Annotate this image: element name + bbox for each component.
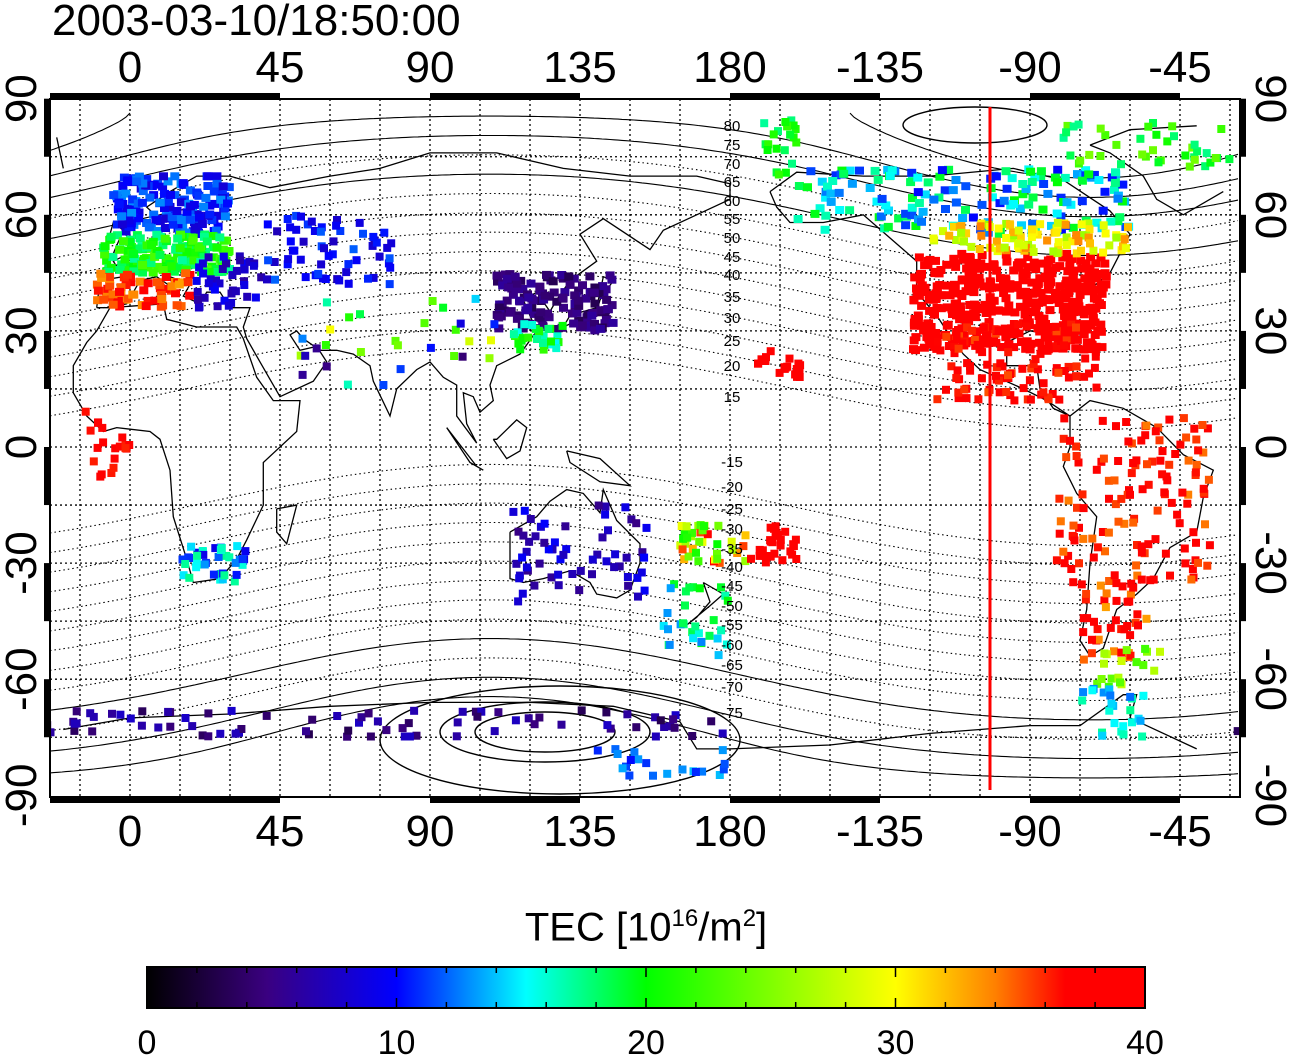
contour-label: -60 (721, 637, 743, 654)
top-lon-label: 0 (118, 43, 142, 92)
colorbar-tick-label: 20 (627, 1024, 665, 1057)
bottom-lon-label: 45 (256, 807, 305, 856)
right-lat-label: -90 (1246, 764, 1292, 828)
top-lon-label: 45 (256, 43, 305, 92)
magnetic-latitude-contours (50, 106, 1239, 795)
contour-label: 70 (724, 156, 741, 173)
contour-label: 50 (724, 230, 741, 247)
top-lon-label: -90 (998, 43, 1062, 92)
contour-label: 80 (724, 118, 741, 135)
right-lat-label: 60 (1246, 190, 1292, 239)
contour-label: 75 (724, 137, 741, 154)
contour-label: 25 (724, 333, 741, 350)
right-lat-label: 0 (1246, 435, 1292, 459)
map-title: 2003-03-10/18:50:00 (52, 0, 461, 45)
top-lon-label: 180 (693, 43, 766, 92)
right-lat-label: 30 (1246, 306, 1292, 355)
colorbar-tick-label: 40 (1126, 1024, 1164, 1057)
contour-label: -35 (721, 541, 743, 558)
left-lat-label: 30 (0, 306, 46, 355)
colorbar-tick-label: 30 (877, 1024, 915, 1057)
bottom-lon-label: -135 (836, 807, 924, 856)
contour-label: -20 (721, 479, 743, 496)
right-lat-label: -30 (1246, 531, 1292, 595)
colorbar: 0 10 20 30 40 (138, 966, 1164, 1057)
left-lat-label: -60 (0, 647, 46, 711)
bottom-lon-label: 135 (543, 807, 616, 856)
axis-labels: 0 45 90 135 180 -135 -90 -450 45 90 135 180 -135 -90-… (0, 43, 1292, 856)
top-lon-label: 90 (406, 43, 455, 92)
colorbar-tick-label: 10 (378, 1024, 416, 1057)
contour-label: -45 (721, 578, 743, 595)
bottom-lon-label: 0 (118, 807, 142, 856)
contour-label: 40 (724, 267, 741, 284)
contour-labels: 8075706560555045403530252015-15-20-25-30… (721, 118, 743, 722)
contour-label: -50 (721, 598, 743, 615)
contour-label: -40 (721, 559, 743, 576)
contour-label: 60 (724, 193, 741, 210)
colorbar-tick-label: 0 (138, 1024, 157, 1057)
left-lat-label: 60 (0, 190, 46, 239)
coastlines (56, 125, 1224, 750)
contour-label: 20 (724, 358, 741, 375)
top-lon-label: 135 (543, 43, 616, 92)
left-lat-label: 90 (0, 74, 46, 123)
contour-label: 30 (724, 310, 741, 327)
bottom-lon-label: -45 (1148, 807, 1212, 856)
map-frame (44, 93, 1246, 803)
contour-label: 45 (724, 249, 741, 266)
left-lat-label: -90 (0, 764, 46, 828)
top-lon-label: -135 (836, 43, 924, 92)
top-lon-label: -45 (1148, 43, 1212, 92)
contour-label: -70 (721, 679, 743, 696)
tec-data-points (50, 116, 1240, 780)
bottom-lon-label: 180 (693, 807, 766, 856)
contour-label: 35 (724, 289, 741, 306)
left-lat-label: -30 (0, 531, 46, 595)
contour-label: 55 (724, 211, 741, 228)
colorbar-title: TEC [1016/m2] (524, 905, 768, 950)
right-lat-label: -60 (1246, 647, 1292, 711)
contour-label: -55 (721, 617, 743, 634)
right-lat-label: 90 (1246, 74, 1292, 123)
contour-label: -75 (721, 705, 743, 722)
left-lat-label: 0 (0, 435, 46, 459)
contour-label: -25 (721, 501, 743, 518)
bottom-lon-label: 90 (406, 807, 455, 856)
contour-label: 15 (724, 389, 741, 406)
contour-label: -65 (721, 657, 743, 674)
contour-label: -30 (721, 521, 743, 538)
bottom-lon-label: -90 (998, 807, 1062, 856)
contour-label: 65 (724, 174, 741, 191)
contour-label: -15 (721, 454, 743, 471)
